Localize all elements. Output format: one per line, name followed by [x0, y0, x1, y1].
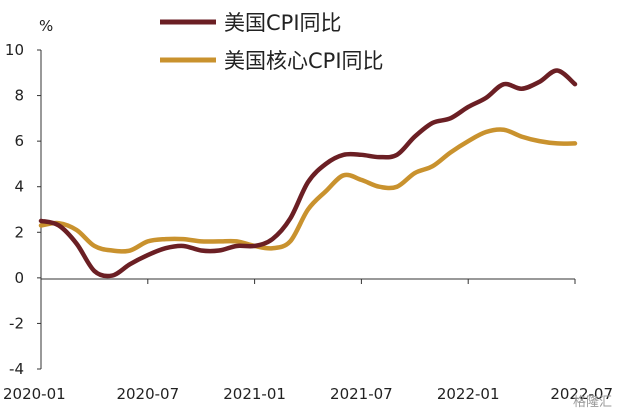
y-tick-label: 10	[5, 41, 24, 59]
x-tick-label: 2020-01	[3, 385, 66, 403]
y-tick-label: 8	[14, 87, 24, 105]
cpi-yoy-line	[38, 68, 578, 279]
y-tick-label: 6	[14, 132, 24, 150]
series-layer	[38, 68, 578, 279]
y-tick-label: 2	[14, 223, 24, 241]
watermark-text: 格隆汇	[573, 394, 612, 410]
y-axis-unit-label: %	[39, 17, 53, 35]
x-tick-label: 2020-07	[116, 385, 179, 403]
legend-label-cpi: 美国CPI同比	[224, 11, 342, 35]
y-tick-label: -4	[9, 360, 24, 378]
core-cpi-yoy-line	[38, 127, 578, 254]
legend-label-core: 美国核心CPI同比	[224, 49, 384, 73]
x-tick-label: 2022-01	[437, 385, 500, 403]
y-tick-label: -2	[9, 314, 24, 332]
x-tick-label: 2021-01	[223, 385, 286, 403]
x-tick-label: 2022-07	[550, 385, 613, 403]
y-tick-label: 4	[14, 178, 24, 196]
y-tick-label: 0	[14, 269, 24, 287]
y-tick-labels: -4 -2 0 2 4 6 8 10	[5, 41, 24, 378]
chart-axes	[37, 49, 576, 370]
x-tick-labels: 2020-01 2020-07 2021-01 2021-07 2022-01 2022-…	[3, 385, 613, 403]
x-tick-label: 2021-07	[330, 385, 393, 403]
